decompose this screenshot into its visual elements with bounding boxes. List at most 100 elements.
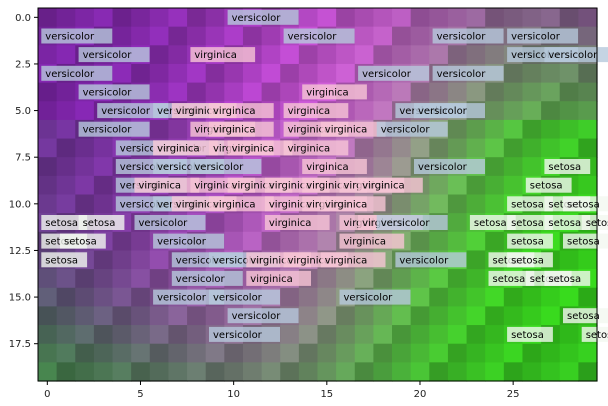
heatmap-cell (373, 138, 393, 158)
annotation-text: versicolor (418, 162, 468, 173)
heatmap-cell (503, 8, 524, 28)
annotation-box (153, 140, 218, 156)
annotation-box (302, 84, 367, 100)
heatmap-cell (112, 63, 132, 84)
annotation-text: versicolor (157, 293, 207, 304)
heatmap-cell (242, 362, 263, 382)
heatmap-cell (466, 175, 486, 196)
annotation-box (432, 65, 504, 81)
heatmap-cell (522, 157, 542, 177)
heatmap-cell (559, 63, 579, 84)
annotation-label: virginica (320, 121, 386, 137)
annotation-label: virginica (209, 121, 274, 137)
annotation-box (544, 270, 591, 286)
heatmap-cell (392, 8, 412, 28)
heatmap-cell (522, 63, 542, 84)
heatmap-cell (503, 175, 524, 196)
heatmap-cell (354, 26, 374, 46)
heatmap-cell (578, 138, 598, 158)
heatmap-cell (56, 8, 76, 28)
x-tick-label: 15 (320, 389, 333, 400)
heatmap-cell (392, 362, 412, 382)
heatmap-cell (298, 287, 319, 307)
annotation-text: versicolor (381, 125, 431, 136)
heatmap-cell (261, 63, 281, 84)
heatmap-cell (131, 306, 151, 326)
heatmap-cell (559, 101, 579, 121)
heatmap-cell (38, 82, 58, 102)
heatmap-cell (429, 175, 449, 196)
annotation-text: setosa (511, 218, 544, 229)
heatmap-cell (354, 325, 374, 345)
annotation-text: versicolor (437, 69, 487, 80)
annotation-box (302, 159, 367, 174)
annotation-label: versicolor (432, 65, 504, 81)
heatmap-cell (168, 82, 188, 102)
annotation-label: versicolor (507, 28, 579, 44)
heatmap-cell (336, 8, 356, 28)
annotation-label: setosa (544, 215, 591, 230)
y-tick-label: 10.0 (9, 199, 31, 210)
annotation-text: versicolor (139, 218, 189, 229)
heatmap-cell (447, 343, 468, 363)
heatmap-cell (56, 306, 76, 326)
annotation-text: virginica (306, 181, 349, 192)
heatmap-cell (466, 231, 486, 252)
heatmap-cell (56, 325, 76, 345)
annotation-label: versicolor (41, 28, 113, 44)
annotation-text: versicolor (83, 125, 133, 136)
heatmap-cell (410, 362, 430, 382)
heatmap-cell (466, 269, 486, 289)
annotation-text: setosa (511, 199, 544, 210)
heatmap-cell (261, 26, 281, 46)
annotation-text: versicolor (157, 162, 207, 173)
heatmap-cell (205, 26, 225, 46)
annotation-label: virginica (358, 177, 423, 193)
annotation-label: setosa (544, 159, 591, 174)
annotation-label: setosa (563, 233, 608, 249)
annotation-text: setosa (548, 218, 581, 229)
heatmap-cell (56, 269, 76, 289)
heatmap-cell (131, 287, 151, 307)
annotation-text: versicolor (344, 293, 394, 304)
heatmap-cell (131, 250, 151, 270)
annotation-text: virginica (269, 218, 312, 229)
x-tick-label: 20 (414, 389, 427, 400)
heatmap-cell (578, 82, 598, 102)
heatmap-cell (503, 82, 524, 102)
annotation-label: virginica (320, 252, 386, 268)
annotation-box (320, 121, 386, 137)
annotation-text: setosa (511, 255, 544, 266)
y-tick-label: 15.0 (9, 293, 31, 304)
heatmap-cell (112, 8, 132, 28)
heatmap-cell (93, 325, 114, 345)
heatmap-cell (56, 343, 76, 363)
annotation-label: setosa (563, 196, 608, 212)
annotation-text: versicolor (362, 69, 412, 80)
heatmap-cell (149, 8, 170, 28)
annotation-text: virginica (306, 162, 349, 173)
heatmap-cell (503, 362, 524, 382)
annotation-text: versicolor (194, 162, 244, 173)
heatmap-cell (485, 306, 505, 326)
annotation-label: versicolor (414, 103, 485, 119)
annotation-label: setosa (507, 215, 553, 230)
heatmap-cell (75, 306, 95, 326)
annotation-label: versicolor (283, 28, 355, 44)
heatmap-cell (578, 8, 598, 28)
heatmap-cell (392, 194, 412, 214)
annotation-text: virginica (325, 199, 368, 210)
heatmap-cell (447, 175, 468, 196)
heatmap-cell (503, 287, 524, 307)
annotation-text: versicolor (232, 311, 282, 322)
annotation-label: versicolor (190, 159, 262, 174)
y-tick-label: 17.5 (9, 339, 31, 350)
heatmap-cell (38, 343, 58, 363)
annotation-label: versicolor (171, 270, 243, 286)
heatmap-cell (522, 101, 542, 121)
heatmap-cell (578, 63, 598, 84)
heatmap-cell (447, 231, 468, 252)
heatmap-cell (224, 82, 244, 102)
heatmap-cell (429, 269, 449, 289)
heatmap-cell (559, 287, 579, 307)
